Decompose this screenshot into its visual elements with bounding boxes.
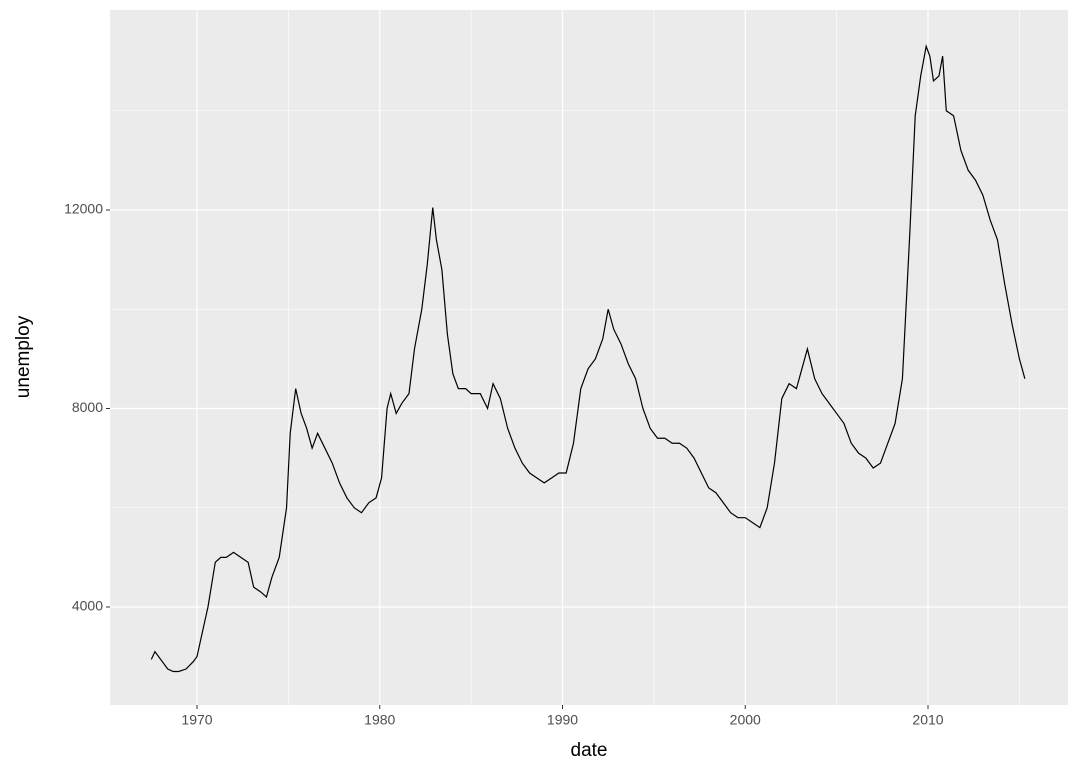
y-tick-label: 4000	[72, 598, 103, 614]
x-tick-label: 2000	[730, 712, 761, 728]
x-axis-label: date	[571, 740, 608, 761]
y-tick-label: 8000	[72, 399, 103, 415]
x-tick-label: 1980	[364, 712, 395, 728]
panel	[110, 10, 1068, 705]
x-tick-label: 1990	[547, 712, 578, 728]
y-axis-label: unemploy	[13, 315, 34, 398]
line	[150, 43, 1026, 673]
x-tick-label: 2010	[912, 712, 943, 728]
y-tick-label: 12000	[64, 201, 103, 217]
x-tick-label: 1970	[181, 712, 212, 728]
